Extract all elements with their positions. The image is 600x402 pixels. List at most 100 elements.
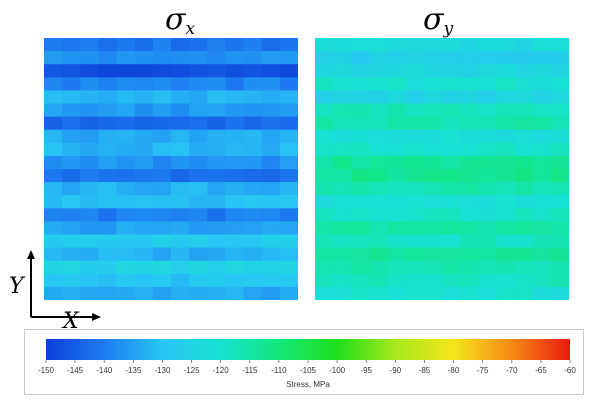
stress-map-cell <box>550 103 569 118</box>
stress-map-cell <box>351 103 371 118</box>
stress-map-cell <box>351 208 371 222</box>
stress-map-cell <box>315 90 334 105</box>
stress-map-cell <box>496 155 516 170</box>
sigma-x-stress-map <box>44 38 298 300</box>
stress-map-cell <box>261 116 281 131</box>
stress-map-cell <box>550 142 569 157</box>
stress-map-cell <box>189 195 208 209</box>
stress-map-cell <box>152 77 172 91</box>
stress-map-cell <box>478 116 498 131</box>
colorbar-tick-label: -120 <box>213 366 230 375</box>
stress-map-cell <box>134 77 154 91</box>
stress-map-cell <box>44 38 63 52</box>
stress-map-cell <box>442 182 461 196</box>
stress-map-cell <box>134 182 154 196</box>
stress-map-cell <box>405 260 425 275</box>
stress-map-cell <box>134 103 154 118</box>
stress-map-cell <box>351 234 371 249</box>
stress-map-cell <box>460 129 479 144</box>
stress-map-cell <box>243 286 263 300</box>
stress-map-cell <box>243 247 263 262</box>
stress-map-cell <box>532 195 552 209</box>
stress-map-cell <box>261 155 281 170</box>
stress-map-cell <box>152 38 172 52</box>
stress-map-cell <box>333 38 352 52</box>
stress-map-cell <box>225 208 245 222</box>
stress-map-cell <box>80 142 100 157</box>
stress-map-cell <box>405 169 425 183</box>
stress-map-cell <box>98 155 118 170</box>
stress-map-cell <box>315 169 334 183</box>
stress-map-cell <box>315 142 334 157</box>
stress-map-cell <box>171 208 190 222</box>
stress-map-cell <box>333 155 352 170</box>
stress-map-cell <box>496 247 516 262</box>
stress-map-cell <box>207 260 227 275</box>
stress-map-cell <box>496 77 516 91</box>
stress-map-cell <box>261 38 281 52</box>
stress-map-cell <box>134 38 154 52</box>
stress-map-cell <box>351 195 371 209</box>
stress-map-cell <box>550 116 569 131</box>
stress-map-cell <box>423 286 443 300</box>
stress-map-cell <box>62 208 81 222</box>
stress-map-cell <box>134 155 154 170</box>
stress-map-cell <box>98 182 118 196</box>
stress-map-cell <box>496 273 516 288</box>
stress-map-cell <box>550 247 569 262</box>
stress-map-cell <box>514 77 534 91</box>
stress-map-cell <box>315 38 334 52</box>
stress-map-cell <box>369 195 389 209</box>
stress-map-cell <box>532 116 552 131</box>
y-axis-arrowhead <box>27 250 35 259</box>
stress-map-cell <box>387 116 407 131</box>
stress-map-cell <box>333 234 352 249</box>
stress-map-cell <box>116 221 136 236</box>
stress-map-cell <box>116 155 136 170</box>
stress-map-cell <box>116 234 136 249</box>
colorbar-tick-label: -75 <box>477 366 489 375</box>
stress-map-cell <box>207 129 227 144</box>
stress-map-cell <box>478 221 498 236</box>
stress-map-cell <box>333 221 352 236</box>
stress-map-cell <box>243 155 263 170</box>
stress-map-cell <box>315 103 334 118</box>
stress-map-cell <box>171 195 190 209</box>
stress-map-cell <box>478 129 498 144</box>
stress-map-cell <box>152 195 172 209</box>
stress-map-cell <box>207 142 227 157</box>
stress-map-cell <box>351 182 371 196</box>
stress-map-cell <box>116 208 136 222</box>
stress-map-cell <box>369 273 389 288</box>
colorbar-svg: -150 -145 -140 -135 -130 -125 -120 -115 -110 -105… <box>38 339 576 389</box>
stress-map-cell <box>532 142 552 157</box>
stress-map-cell <box>80 182 100 196</box>
stress-map-cell <box>98 208 118 222</box>
stress-map-cell <box>333 260 352 275</box>
stress-map-cell <box>243 273 263 288</box>
stress-map-cell <box>207 247 227 262</box>
stress-map-cell <box>279 221 298 236</box>
stress-map-cell <box>550 182 569 196</box>
stress-map-cell <box>405 64 425 78</box>
stress-map-cell <box>279 77 298 91</box>
stress-map-cell <box>171 77 190 91</box>
stress-map-cell <box>98 195 118 209</box>
stress-map-cell <box>442 38 461 52</box>
stress-map-cell <box>442 260 461 275</box>
stress-map-cell <box>315 51 334 65</box>
stress-map-cell <box>514 155 534 170</box>
stress-map-cell <box>80 260 100 275</box>
stress-map-cell <box>369 142 389 157</box>
stress-map-cell <box>152 116 172 131</box>
stress-map-cell <box>152 90 172 105</box>
stress-map-cell <box>171 51 190 65</box>
sigma-y-subscript: y <box>443 19 454 39</box>
colorbar-tick-label: -110 <box>271 366 287 375</box>
stress-map-cell <box>225 234 245 249</box>
stress-map-cell <box>442 51 461 65</box>
stress-map-cell <box>134 234 154 249</box>
stress-map-cell <box>189 103 208 118</box>
stress-map-cell <box>405 38 425 52</box>
xy-axes-indicator <box>27 250 101 321</box>
